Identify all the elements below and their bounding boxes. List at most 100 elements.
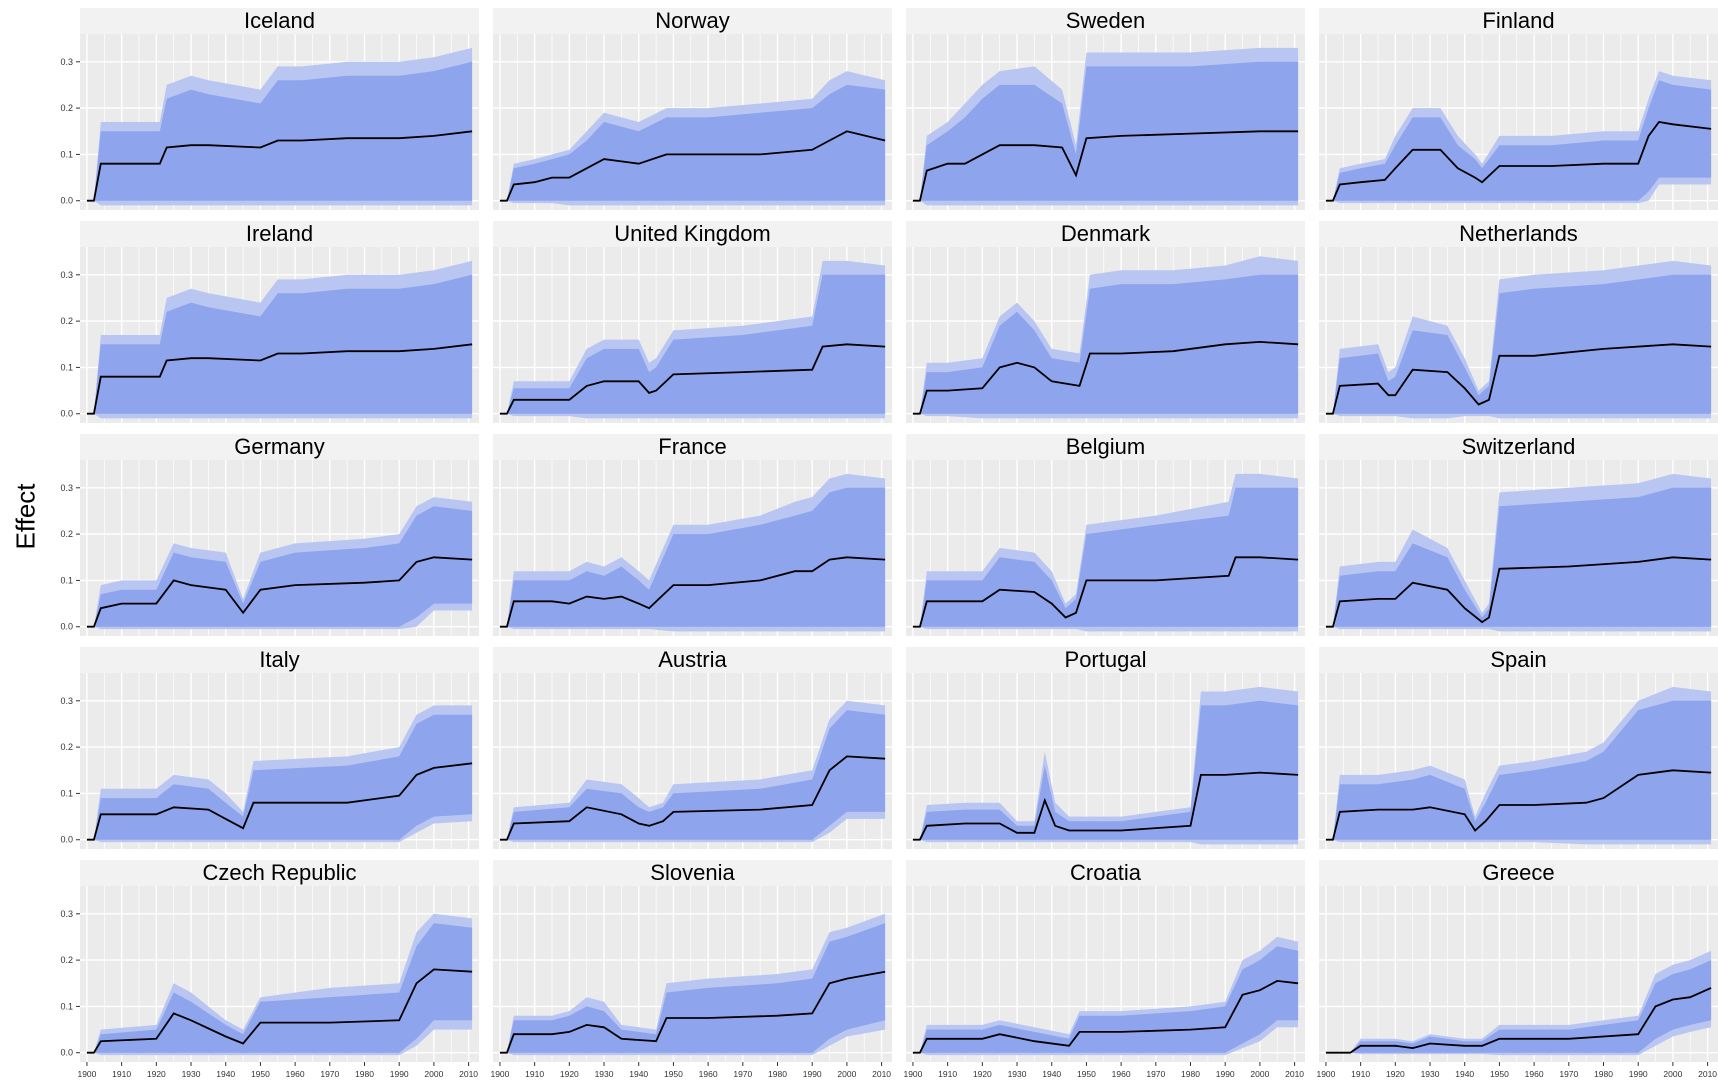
y-tick-label: 0.3 xyxy=(60,270,73,280)
x-tick-label: 1990 xyxy=(1629,1069,1648,1079)
panel-title: Switzerland xyxy=(1462,434,1576,459)
x-tick-label: 1940 xyxy=(1455,1069,1474,1079)
x-tick-label: 1900 xyxy=(903,1069,922,1079)
x-tick-label: 1990 xyxy=(1216,1069,1235,1079)
inner-interval-band xyxy=(912,946,1299,1053)
x-tick-label: 1900 xyxy=(1316,1069,1335,1079)
x-tick-label: 1940 xyxy=(1042,1069,1061,1079)
inner-interval-band xyxy=(912,700,1299,840)
inner-interval-band xyxy=(912,487,1299,627)
panel-spain: Spain xyxy=(1319,647,1718,849)
panel-germany: Germany 0.0 0.1 0.2 0.3 xyxy=(60,434,479,636)
x-tick-label: 1910 xyxy=(938,1069,957,1079)
inner-interval-band xyxy=(912,274,1299,414)
x-tick-label: 1950 xyxy=(1077,1069,1096,1079)
inner-interval-band xyxy=(1325,274,1712,414)
x-tick-label: 1930 xyxy=(1008,1069,1027,1079)
effect-line xyxy=(912,979,1299,1054)
x-tick-label: 1980 xyxy=(768,1069,787,1079)
panel-croatia: Croatia 1900 1910 1920 1930 1940 1950 1960 1970 1… xyxy=(903,860,1305,1079)
y-tick-label: 0.1 xyxy=(60,1001,73,1011)
panel-title: Denmark xyxy=(1061,221,1151,246)
effect-line xyxy=(86,762,473,841)
x-tick-label: 1980 xyxy=(1181,1069,1200,1079)
panel-belgium: Belgium xyxy=(906,434,1305,636)
panel-france: France xyxy=(493,434,892,636)
inner-interval-band xyxy=(912,61,1299,201)
panel-switzerland: Switzerland xyxy=(1319,434,1718,636)
y-tick-label: 0.1 xyxy=(60,362,73,372)
x-tick-label: 1910 xyxy=(112,1069,131,1079)
x-tick-label: 1950 xyxy=(664,1069,683,1079)
x-tick-label: 1940 xyxy=(216,1069,235,1079)
inner-interval-band xyxy=(499,487,886,627)
x-tick-label: 2000 xyxy=(1663,1069,1682,1079)
y-tick-label: 0.0 xyxy=(60,835,73,845)
x-tick-label: 1990 xyxy=(390,1069,409,1079)
panel-title: United Kingdom xyxy=(614,221,771,246)
panel-finland: Finland xyxy=(1319,8,1718,210)
panel-title: Belgium xyxy=(1066,434,1145,459)
panel-strip xyxy=(493,860,892,886)
panel-title: Slovenia xyxy=(650,860,735,885)
effect-line xyxy=(912,340,1299,415)
inner-interval-band xyxy=(1325,700,1712,840)
panel-strip xyxy=(906,860,1305,886)
panel-italy: Italy 0.0 0.1 0.2 0.3 xyxy=(60,647,479,849)
panel-title: Spain xyxy=(1490,647,1546,672)
panel-title: Croatia xyxy=(1070,860,1142,885)
effect-line xyxy=(1325,556,1712,628)
effect-line xyxy=(499,130,886,202)
panel-slovenia: Slovenia 1900 1910 1920 1930 1940 1950 1960 1970… xyxy=(490,860,892,1079)
x-tick-label: 1970 xyxy=(1559,1069,1578,1079)
y-tick-label: 0.2 xyxy=(60,742,73,752)
x-tick-label: 1920 xyxy=(973,1069,992,1079)
panel-title: France xyxy=(658,434,726,459)
panel-strip xyxy=(1319,860,1718,886)
effect-line xyxy=(912,556,1299,628)
effect-line xyxy=(1325,121,1712,202)
y-tick-label: 0.0 xyxy=(60,622,73,632)
x-tick-label: 2010 xyxy=(459,1069,478,1079)
y-tick-label: 0.2 xyxy=(60,529,73,539)
panel-strip xyxy=(906,647,1305,673)
x-tick-label: 2000 xyxy=(424,1069,443,1079)
panel-strip xyxy=(493,434,892,460)
panel-austria: Austria xyxy=(493,647,892,849)
y-tick-label: 0.3 xyxy=(60,483,73,493)
panel-title: Norway xyxy=(655,8,730,33)
effect-line xyxy=(86,556,473,628)
panel-strip xyxy=(1319,8,1718,34)
panel-strip xyxy=(80,8,479,34)
x-tick-label: 1910 xyxy=(1351,1069,1370,1079)
y-tick-label: 0.0 xyxy=(60,409,73,419)
panel-strip xyxy=(80,647,479,673)
panel-strip xyxy=(1319,647,1718,673)
x-tick-label: 2000 xyxy=(1250,1069,1269,1079)
effect-line xyxy=(1325,343,1712,415)
panel-strip xyxy=(80,860,479,886)
effect-line xyxy=(86,130,473,202)
y-tick-label: 0.0 xyxy=(60,1048,73,1058)
effect-line xyxy=(86,343,473,415)
panel-portugal: Portugal xyxy=(906,647,1305,849)
panel-strip xyxy=(906,221,1305,247)
y-tick-label: 0.3 xyxy=(60,696,73,706)
inner-interval-band xyxy=(1325,960,1712,1053)
x-tick-label: 1960 xyxy=(286,1069,305,1079)
effect-line xyxy=(1325,769,1712,841)
x-tick-label: 1930 xyxy=(595,1069,614,1079)
effect-line xyxy=(912,130,1299,202)
inner-interval-band xyxy=(499,274,886,414)
panel-strip xyxy=(1319,221,1718,247)
x-tick-label: 1930 xyxy=(182,1069,201,1079)
panel-title: Germany xyxy=(234,434,324,459)
x-tick-label: 1990 xyxy=(803,1069,822,1079)
x-tick-label: 1950 xyxy=(251,1069,270,1079)
x-tick-label: 2010 xyxy=(1698,1069,1717,1079)
inner-interval-band xyxy=(86,274,473,414)
y-tick-label: 0.2 xyxy=(60,316,73,326)
panel-title: Iceland xyxy=(244,8,315,33)
panel-greece: Greece 1900 1910 1920 1930 1940 1950 1960 1970 19… xyxy=(1316,860,1718,1079)
